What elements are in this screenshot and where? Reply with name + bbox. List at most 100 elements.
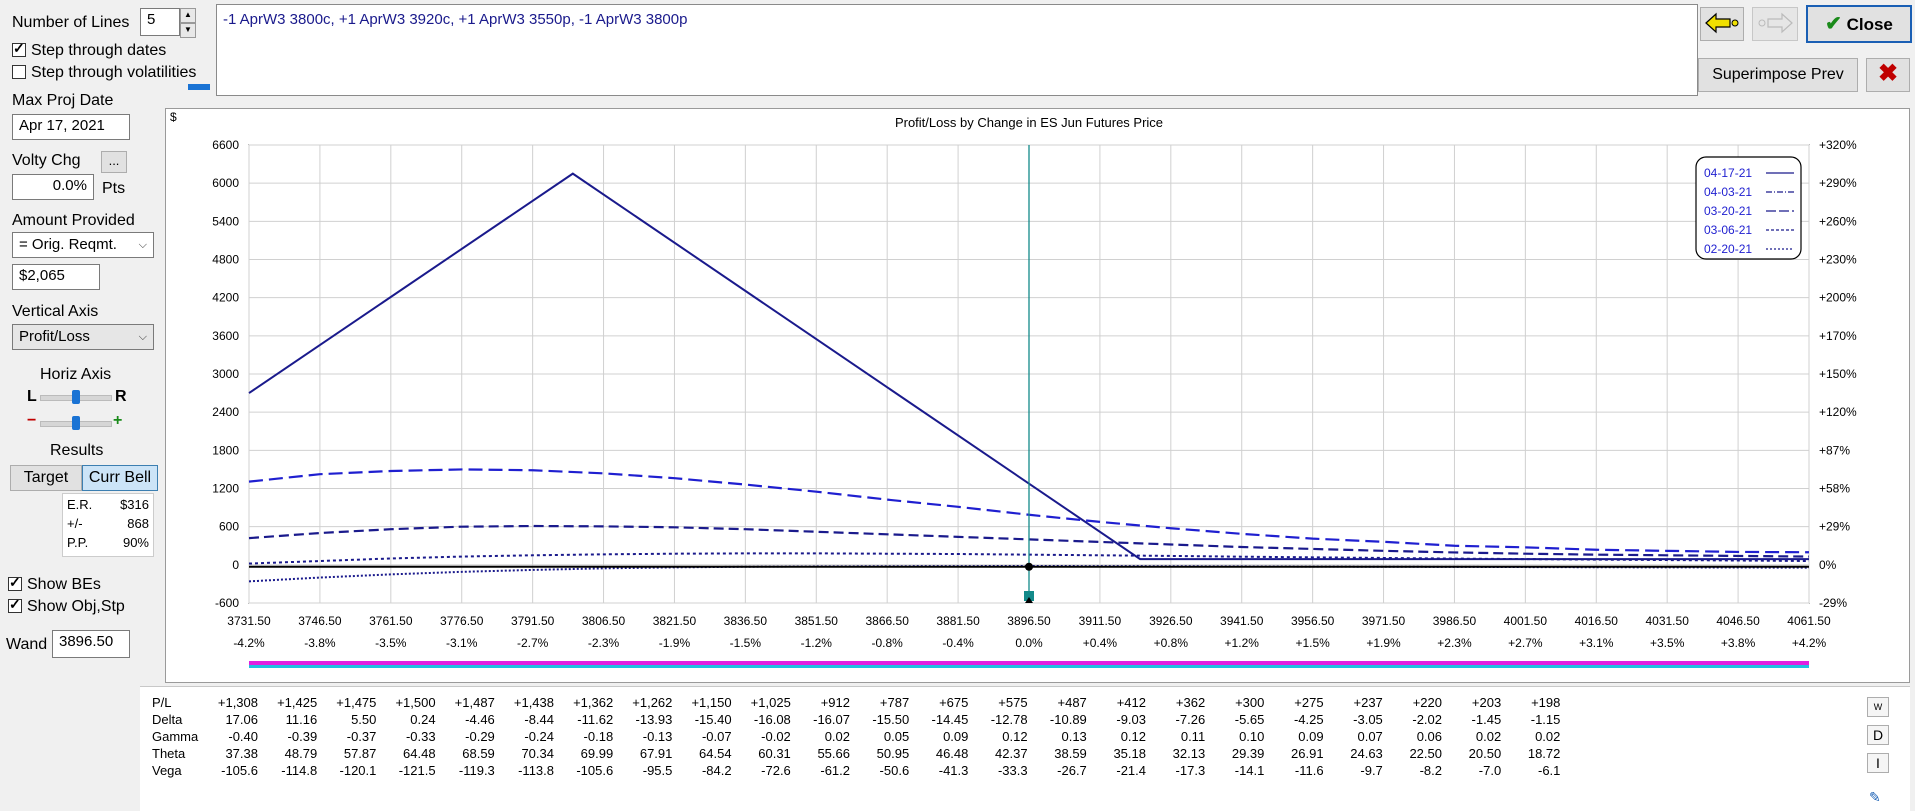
vertical-axis-label: Vertical Axis — [12, 303, 99, 320]
max-proj-date-input[interactable]: Apr 17, 2021 — [12, 114, 130, 140]
greeks-cell: 0.05 — [883, 729, 910, 744]
spin-down-icon[interactable]: ▼ — [180, 23, 196, 38]
pct-tick-label: -1.2% — [801, 636, 833, 650]
x-tick-label: 3896.50 — [1007, 614, 1051, 628]
greeks-cell: 38.59 — [1054, 746, 1087, 761]
x-tick-label: 4061.50 — [1787, 614, 1831, 628]
pct-tick-label: +3.1% — [1579, 636, 1614, 650]
horiz-r-label: R — [115, 388, 127, 405]
show-bes-checkbox[interactable]: Show BEs — [8, 574, 101, 594]
zoom-plus-icon[interactable]: + — [113, 412, 123, 429]
greeks-cell: -26.7 — [1057, 763, 1087, 778]
amount-provided-value[interactable]: $2,065 — [12, 264, 100, 290]
greeks-cell: +912 — [820, 695, 850, 710]
amount-provided-select[interactable]: = Orig. Reqmt. ⌵ — [12, 232, 154, 258]
right-tick-label: +260% — [1819, 214, 1857, 228]
chevron-down-icon: ⌵ — [138, 331, 147, 343]
greeks-cell: 70.34 — [521, 746, 554, 761]
side-button-d[interactable]: D — [1867, 725, 1889, 745]
y-tick-label: -600 — [215, 596, 239, 610]
legend-label: 04-03-21 — [1704, 185, 1752, 199]
volty-chg-input[interactable]: 0.0% — [12, 174, 94, 200]
greeks-cell: +198 — [1531, 695, 1561, 710]
zoom-minus-icon[interactable]: − — [27, 412, 37, 429]
y-tick-label: 1800 — [212, 443, 239, 457]
y-tick-label: 5400 — [212, 214, 239, 228]
num-lines-input[interactable]: 5 — [140, 8, 180, 36]
step-vols-label: Step through volatilities — [31, 64, 197, 81]
greeks-cell: 42.37 — [995, 746, 1028, 761]
checkbox-unchecked-icon[interactable] — [12, 65, 26, 79]
tab-target[interactable]: Target — [10, 465, 82, 491]
pct-tick-label: -0.8% — [872, 636, 904, 650]
greeks-cell: -0.40 — [228, 729, 258, 744]
checkbox-checked-icon[interactable] — [8, 596, 22, 613]
volty-chg-more-button[interactable]: ... — [101, 151, 127, 173]
step-dates-checkbox[interactable]: Step through dates — [12, 40, 167, 60]
num-lines-spinner[interactable]: ▲ ▼ — [180, 8, 196, 38]
current-price-dot — [1025, 562, 1033, 571]
range-bar-magenta — [249, 661, 1809, 665]
y-tick-label: 1200 — [212, 482, 239, 496]
x-tick-label: 3851.50 — [795, 614, 839, 628]
vol-mini-slider[interactable] — [188, 84, 210, 90]
right-tick-label: 0% — [1819, 558, 1837, 572]
horiz-l-label: L — [27, 388, 37, 405]
wand-marker — [1024, 591, 1034, 601]
side-button-w[interactable]: W — [1867, 697, 1889, 717]
greeks-row-label: Vega — [152, 763, 182, 778]
spin-up-icon[interactable]: ▲ — [180, 8, 196, 23]
x-tick-label: 3911.50 — [1079, 614, 1122, 628]
show-objstp-checkbox[interactable]: Show Obj,Stp — [8, 596, 125, 616]
vertical-axis-select[interactable]: Profit/Loss ⌵ — [12, 324, 154, 350]
right-tick-label: +230% — [1819, 253, 1857, 267]
greeks-cell: 69.99 — [580, 746, 614, 761]
greeks-cell: 5.50 — [351, 712, 377, 727]
next-button[interactable] — [1752, 7, 1798, 41]
right-tick-label: +150% — [1819, 367, 1857, 381]
arrow-left-icon — [1705, 12, 1739, 34]
greeks-cell: -0.29 — [465, 729, 495, 744]
pl-chart[interactable]: Profit/Loss by Change in ES Jun Futures … — [166, 109, 1909, 682]
checkbox-checked-icon[interactable] — [8, 574, 22, 591]
tab-curr-bell[interactable]: Curr Bell — [82, 465, 158, 491]
greeks-cell: 0.07 — [1357, 729, 1383, 744]
side-button-i[interactable]: I — [1867, 753, 1889, 773]
greeks-cell: -6.1 — [1537, 763, 1561, 778]
greeks-cell: -7.0 — [1478, 763, 1502, 778]
step-dates-label: Step through dates — [31, 42, 167, 59]
x-tick-label: 3731.50 — [227, 614, 271, 628]
checkbox-checked-icon[interactable] — [12, 40, 26, 57]
prev-button[interactable] — [1700, 7, 1744, 41]
y-tick-label: 6000 — [212, 176, 239, 190]
position-text-area[interactable]: -1 AprW3 3800c, +1 AprW3 3920c, +1 AprW3… — [216, 4, 1698, 96]
pct-tick-label: +2.3% — [1437, 636, 1472, 650]
superimpose-prev-button[interactable]: Superimpose Prev — [1698, 58, 1858, 92]
greeks-cell: -84.2 — [701, 763, 732, 778]
num-lines-label: Number of Lines — [12, 14, 130, 31]
pct-tick-label: -4.2% — [233, 636, 265, 650]
close-button[interactable]: ✔ Close — [1806, 5, 1912, 43]
greeks-cell: -11.6 — [1294, 763, 1324, 778]
greeks-cell: -15.50 — [872, 712, 910, 727]
x-tick-label: 3761.50 — [369, 614, 413, 628]
greeks-cell: -9.03 — [1116, 712, 1146, 727]
greeks-cell: -33.3 — [997, 763, 1028, 778]
greeks-cell: +1,438 — [513, 695, 554, 710]
wand-input[interactable]: 3896.50 — [52, 630, 130, 658]
chart-title: Profit/Loss by Change in ES Jun Futures … — [895, 115, 1163, 130]
right-tick-label: +290% — [1819, 176, 1857, 190]
step-vols-checkbox[interactable]: Step through volatilities — [12, 64, 196, 82]
greeks-cell: -16.07 — [813, 712, 850, 727]
greeks-cell: 0.10 — [1239, 729, 1265, 744]
horiz-axis-slider-thumb[interactable] — [72, 390, 80, 404]
export-icon[interactable]: ✎ — [1869, 789, 1881, 805]
horiz-axis-label: Horiz Axis — [40, 366, 112, 383]
cancel-x-button[interactable]: ✖ — [1866, 58, 1910, 92]
greeks-cell: -1.15 — [1530, 712, 1561, 727]
zoom-slider-thumb[interactable] — [72, 416, 80, 430]
greeks-cell: -12.78 — [990, 712, 1028, 727]
greeks-cell: -8.2 — [1419, 763, 1442, 778]
greeks-cell: -95.5 — [642, 763, 673, 778]
range-bar-cyan — [249, 665, 1809, 668]
